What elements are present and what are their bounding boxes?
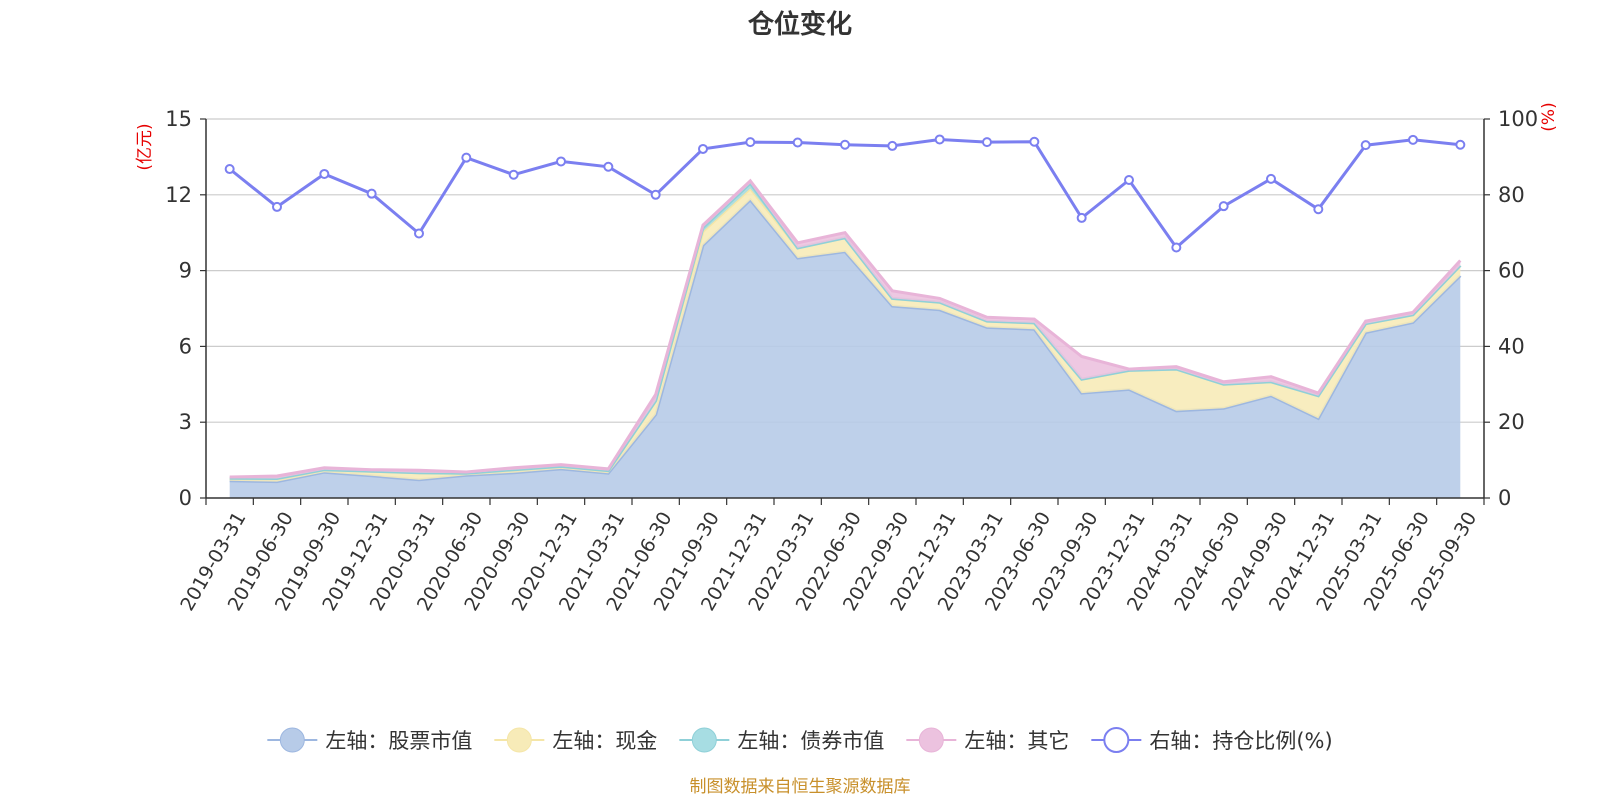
legend-marker-icon xyxy=(279,727,305,753)
holding-ratio-line xyxy=(224,134,1466,253)
holding-ratio-point xyxy=(319,168,330,179)
right-axis-unit: (%) xyxy=(1539,102,1559,131)
left-tick-label: 6 xyxy=(179,334,192,358)
legend-marker-icon xyxy=(918,727,944,753)
legend-marker-icon xyxy=(1103,727,1130,753)
left-tick-label: 9 xyxy=(179,259,192,283)
right-tick-label: 60 xyxy=(1498,259,1525,283)
chart-title: 仓位变化 xyxy=(747,9,852,40)
holding-ratio-point xyxy=(1313,204,1324,215)
legend-label: 左轴：债券市值 xyxy=(737,729,884,753)
area-0 xyxy=(229,199,1461,498)
holding-ratio-point xyxy=(461,152,472,163)
legend-item-0: 左轴：股票市值 xyxy=(267,727,472,753)
holding-ratio-point xyxy=(1360,140,1371,151)
holding-ratio-point xyxy=(556,156,566,167)
left-axis-unit: (亿元) xyxy=(135,123,155,170)
holding-ratio-point xyxy=(650,189,661,200)
legend-item-4: 右轴：持仓比例(%) xyxy=(1091,727,1333,753)
left-tick-label: 12 xyxy=(165,183,192,207)
legend-label: 左轴：其它 xyxy=(964,729,1069,753)
holding-ratio-point xyxy=(1266,173,1276,184)
holding-ratio-point xyxy=(792,137,803,148)
right-tick-label: 80 xyxy=(1498,183,1525,207)
legend-marker-icon xyxy=(691,727,717,753)
area-line-3 xyxy=(229,178,1462,479)
left-tick-label: 0 xyxy=(179,486,192,510)
holding-ratio-point xyxy=(934,134,945,145)
right-tick-label: 40 xyxy=(1498,334,1525,358)
legend-label: 左轴：现金 xyxy=(552,729,657,753)
legend: 左轴：股票市值 左轴：现金 左轴：债券市值 左轴：其它 右轴：持仓比例(%) xyxy=(267,727,1333,753)
left-tick-label: 3 xyxy=(179,410,192,434)
holding-ratio-point xyxy=(414,228,424,239)
holding-ratio-point xyxy=(272,201,282,212)
legend-label: 右轴：持仓比例(%) xyxy=(1149,729,1332,753)
holding-ratio-point xyxy=(508,169,519,180)
holding-ratio-point xyxy=(698,143,708,154)
holding-ratio-point xyxy=(745,137,756,148)
holding-ratio-point xyxy=(366,188,377,199)
right-tick-label: 20 xyxy=(1498,410,1525,434)
left-tick-label: 15 xyxy=(165,107,192,131)
stacked-areas xyxy=(229,178,1462,498)
holding-ratio-point xyxy=(887,140,898,151)
holding-ratio-point xyxy=(1171,242,1182,253)
holding-ratio-point xyxy=(982,137,992,148)
legend-item-1: 左轴：现金 xyxy=(494,727,657,753)
right-tick-label: 0 xyxy=(1498,486,1511,510)
holding-ratio-point xyxy=(1029,136,1040,147)
holding-ratio-point xyxy=(1455,139,1466,150)
area-1 xyxy=(229,188,1461,482)
holding-ratio-point xyxy=(1076,212,1087,223)
holding-ratio-point xyxy=(1408,134,1418,145)
legend-item-2: 左轴：债券市值 xyxy=(679,727,884,753)
holding-ratio-point xyxy=(224,164,235,175)
holding-ratio-point xyxy=(603,161,614,172)
legend-item-3: 左轴：其它 xyxy=(906,727,1069,753)
legend-label: 左轴：股票市值 xyxy=(325,729,472,753)
holding-ratio-point xyxy=(840,139,850,150)
source-note: 制图数据来自恒生聚源数据库 xyxy=(690,777,911,797)
holding-ratio-point xyxy=(1124,175,1134,186)
holding-ratio-point xyxy=(1218,201,1229,212)
right-tick-label: 100 xyxy=(1498,107,1538,131)
legend-marker-icon xyxy=(506,727,532,753)
